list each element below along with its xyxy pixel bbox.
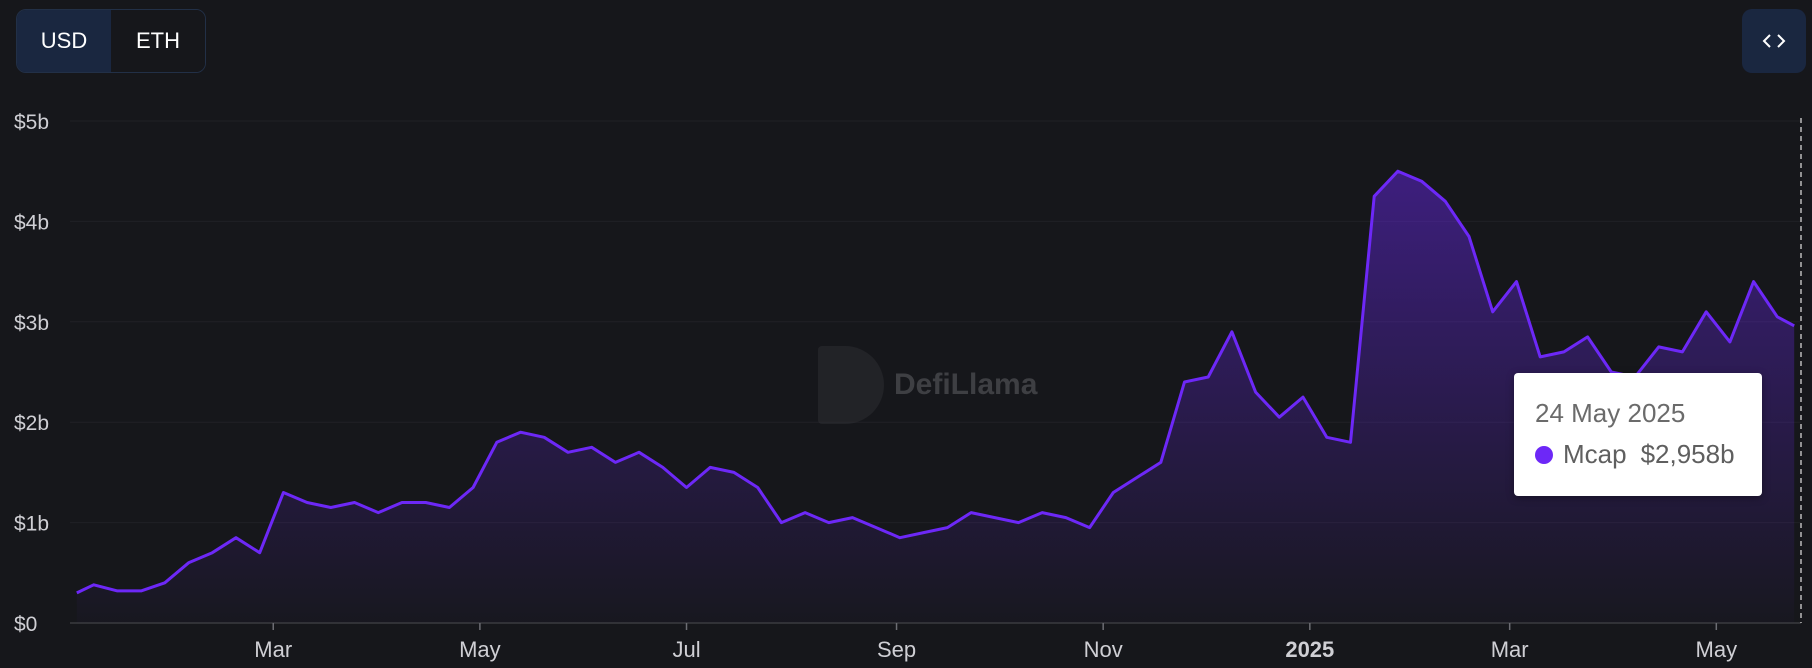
y-tick-label: $4b — [14, 211, 49, 234]
tooltip-series-name: Mcap — [1563, 439, 1627, 469]
x-tick-label: Mar — [254, 637, 292, 662]
x-tick-label: 2025 — [1285, 637, 1334, 662]
x-tick-label: May — [1696, 637, 1738, 662]
llama-logo-icon — [818, 346, 884, 424]
chart-tooltip: 24 May 2025 Mcap $2,958b — [1514, 373, 1762, 496]
x-tick-label: Jul — [672, 637, 700, 662]
tooltip-series-row: Mcap $2,958b — [1535, 439, 1762, 470]
embed-button[interactable] — [1742, 9, 1806, 73]
mcap-area — [76, 171, 1795, 623]
y-tick-label: $2b — [14, 412, 49, 435]
x-tick-label: Sep — [877, 637, 916, 662]
y-tick-label: $5b — [14, 111, 49, 134]
series-color-dot — [1535, 445, 1553, 464]
y-tick-label: $1b — [14, 513, 49, 536]
mcap-line — [76, 169, 1795, 595]
tooltip-date: 24 May 2025 — [1535, 398, 1686, 428]
currency-toggle: USD ETH — [16, 9, 206, 73]
eth-toggle-button[interactable]: ETH — [111, 10, 205, 72]
watermark-text: DefiLlama — [894, 368, 1038, 401]
code-brackets-icon — [1762, 34, 1786, 48]
y-tick-label: $0 — [14, 613, 37, 636]
defillama-watermark: DefiLlama — [818, 346, 1037, 424]
tooltip-value: $2,958b — [1640, 439, 1735, 469]
x-tick-label: Mar — [1491, 637, 1529, 662]
x-tick-label: May — [459, 637, 501, 662]
y-tick-label: $3b — [14, 312, 49, 335]
x-tick-label: Nov — [1084, 637, 1123, 662]
usd-toggle-button[interactable]: USD — [17, 10, 111, 72]
